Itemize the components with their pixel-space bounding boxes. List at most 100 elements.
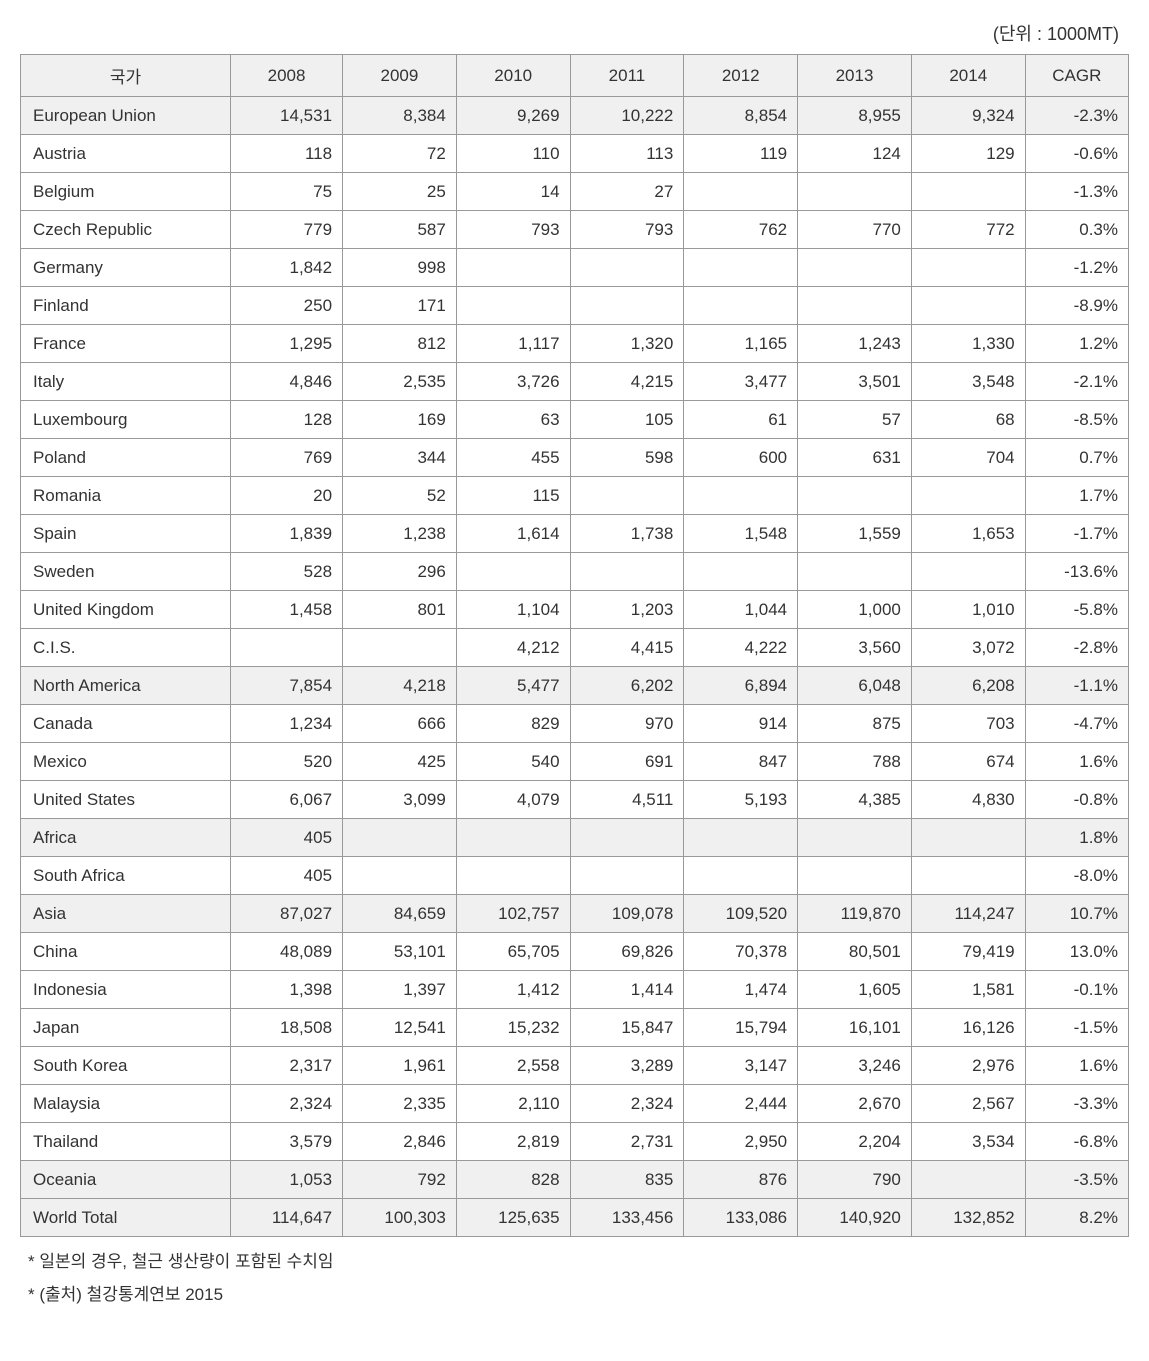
value-cell: 118	[231, 135, 343, 173]
value-cell: -2.3%	[1025, 97, 1128, 135]
value-cell: -3.3%	[1025, 1085, 1128, 1123]
value-cell: -8.9%	[1025, 287, 1128, 325]
value-cell: 790	[798, 1161, 912, 1199]
value-cell: 1,330	[911, 325, 1025, 363]
table-row: C.I.S.4,2124,4154,2223,5603,072-2.8%	[21, 629, 1129, 667]
country-cell: Spain	[21, 515, 231, 553]
value-cell: 125,635	[456, 1199, 570, 1237]
value-cell: 769	[231, 439, 343, 477]
value-cell: 5,193	[684, 781, 798, 819]
value-cell	[911, 249, 1025, 287]
table-row: Canada1,234666829970914875703-4.7%	[21, 705, 1129, 743]
value-cell: 132,852	[911, 1199, 1025, 1237]
value-cell: 674	[911, 743, 1025, 781]
value-cell: 1,053	[231, 1161, 343, 1199]
table-row: Thailand3,5792,8462,8192,7312,9502,2043,…	[21, 1123, 1129, 1161]
value-cell	[456, 287, 570, 325]
value-cell: 1.2%	[1025, 325, 1128, 363]
col-header-7: 2014	[911, 55, 1025, 97]
value-cell: 3,501	[798, 363, 912, 401]
value-cell: 5,477	[456, 667, 570, 705]
col-header-0: 국가	[21, 55, 231, 97]
country-cell: Canada	[21, 705, 231, 743]
value-cell	[456, 819, 570, 857]
value-cell: 598	[570, 439, 684, 477]
value-cell: 48,089	[231, 933, 343, 971]
value-cell: 13.0%	[1025, 933, 1128, 971]
country-cell: North America	[21, 667, 231, 705]
table-row: Czech Republic7795877937937627707720.3%	[21, 211, 1129, 249]
value-cell: 835	[570, 1161, 684, 1199]
country-cell: United States	[21, 781, 231, 819]
value-cell: 4,222	[684, 629, 798, 667]
value-cell	[684, 553, 798, 591]
value-cell	[911, 477, 1025, 515]
value-cell: 455	[456, 439, 570, 477]
value-cell	[911, 287, 1025, 325]
value-cell: 4,846	[231, 363, 343, 401]
col-header-8: CAGR	[1025, 55, 1128, 97]
value-cell	[798, 173, 912, 211]
value-cell: 1,243	[798, 325, 912, 363]
value-cell: 171	[343, 287, 457, 325]
value-cell: 16,101	[798, 1009, 912, 1047]
table-row: Germany1,842998-1.2%	[21, 249, 1129, 287]
country-cell: Czech Republic	[21, 211, 231, 249]
value-cell: 875	[798, 705, 912, 743]
value-cell: 18,508	[231, 1009, 343, 1047]
value-cell: -1.5%	[1025, 1009, 1128, 1047]
value-cell: 102,757	[456, 895, 570, 933]
country-cell: European Union	[21, 97, 231, 135]
table-row: Finland250171-8.9%	[21, 287, 1129, 325]
value-cell: -2.8%	[1025, 629, 1128, 667]
value-cell: 770	[798, 211, 912, 249]
value-cell: 1,474	[684, 971, 798, 1009]
value-cell: 4,079	[456, 781, 570, 819]
footnote-0: * 일본의 경우, 철근 생산량이 포함된 수치임	[28, 1247, 1129, 1278]
value-cell	[456, 249, 570, 287]
value-cell: 114,647	[231, 1199, 343, 1237]
country-cell: World Total	[21, 1199, 231, 1237]
value-cell: 70,378	[684, 933, 798, 971]
value-cell: 8,955	[798, 97, 912, 135]
value-cell: 788	[798, 743, 912, 781]
value-cell: 1,653	[911, 515, 1025, 553]
value-cell: 914	[684, 705, 798, 743]
value-cell	[343, 629, 457, 667]
value-cell: 52	[343, 477, 457, 515]
value-cell: 296	[343, 553, 457, 591]
value-cell: 801	[343, 591, 457, 629]
value-cell: 1,203	[570, 591, 684, 629]
country-cell: Belgium	[21, 173, 231, 211]
col-header-3: 2010	[456, 55, 570, 97]
table-row: Oceania1,053792828835876790-3.5%	[21, 1161, 1129, 1199]
value-cell: 1,581	[911, 971, 1025, 1009]
value-cell: 9,269	[456, 97, 570, 135]
value-cell: 520	[231, 743, 343, 781]
value-cell: 84,659	[343, 895, 457, 933]
value-cell: 65,705	[456, 933, 570, 971]
value-cell: 772	[911, 211, 1025, 249]
value-cell: 75	[231, 173, 343, 211]
value-cell: -13.6%	[1025, 553, 1128, 591]
value-cell: 3,072	[911, 629, 1025, 667]
value-cell: 540	[456, 743, 570, 781]
value-cell: 1.8%	[1025, 819, 1128, 857]
value-cell	[684, 857, 798, 895]
value-cell: 0.3%	[1025, 211, 1128, 249]
value-cell: 109,520	[684, 895, 798, 933]
country-cell: United Kingdom	[21, 591, 231, 629]
value-cell	[798, 249, 912, 287]
value-cell: 762	[684, 211, 798, 249]
footnotes: * 일본의 경우, 철근 생산량이 포함된 수치임* (출처) 철강통계연보 2…	[20, 1247, 1129, 1310]
unit-label: (단위 : 1000MT)	[20, 20, 1129, 46]
value-cell: 600	[684, 439, 798, 477]
footnote-1: * (출처) 철강통계연보 2015	[28, 1280, 1129, 1311]
value-cell	[456, 857, 570, 895]
table-row: Sweden528296-13.6%	[21, 553, 1129, 591]
value-cell: 61	[684, 401, 798, 439]
data-table: 국가2008200920102011201220132014CAGR Europ…	[20, 54, 1129, 1237]
value-cell: 169	[343, 401, 457, 439]
country-cell: Mexico	[21, 743, 231, 781]
value-cell: 8,854	[684, 97, 798, 135]
